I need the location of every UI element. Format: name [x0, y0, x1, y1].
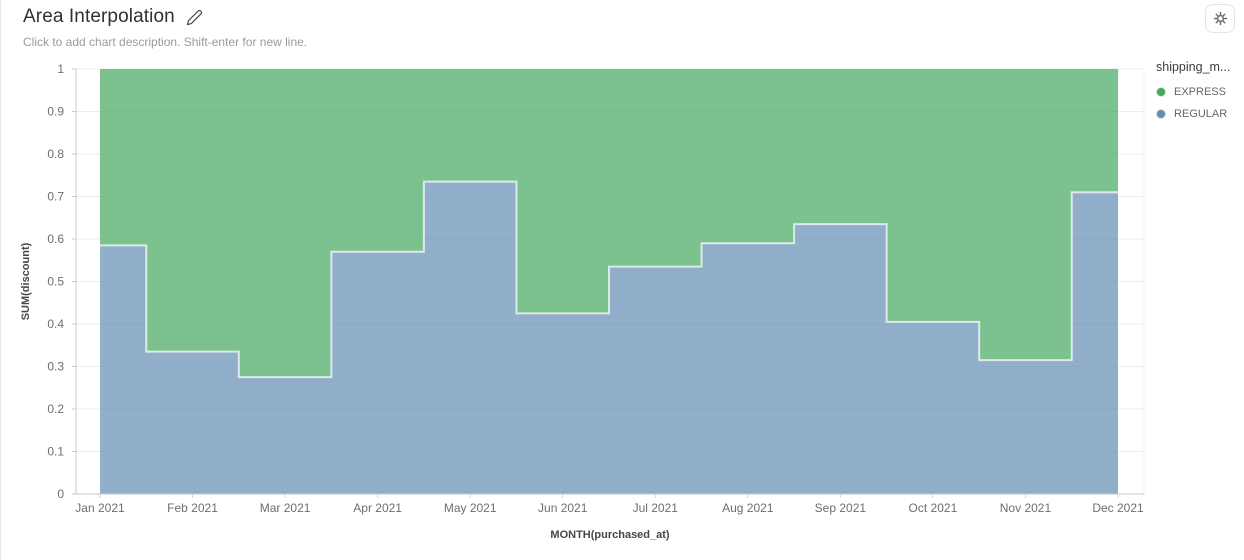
y-axis-tick-label: 0.1 [47, 445, 64, 459]
gear-tooth [1215, 20, 1218, 24]
legend-dot-icon [1156, 87, 1166, 97]
x-axis-tick-label: Jul 2021 [633, 501, 679, 515]
y-axis-tick-label: 0.5 [47, 275, 64, 289]
gear-tooth [1222, 13, 1225, 17]
series-area-regular[interactable] [100, 181, 1118, 494]
chart-description-placeholder[interactable]: Click to add chart description. Shift-en… [23, 35, 308, 49]
x-axis-tick-label: Jun 2021 [538, 501, 588, 515]
y-axis-tick-label: 0.4 [47, 317, 64, 331]
y-axis-title: SUM(discount) [20, 242, 32, 320]
gear-tooth [1215, 13, 1218, 17]
chart-title[interactable]: Area Interpolation [23, 6, 175, 27]
y-axis-tick-label: 0.6 [47, 232, 64, 246]
x-axis-tick-label: Nov 2021 [1000, 501, 1052, 515]
x-axis-tick-label: Sep 2021 [815, 501, 867, 515]
legend-item-label: REGULAR [1174, 108, 1228, 120]
legend-dot-icon [1156, 109, 1166, 119]
y-axis-tick-label: 0.2 [47, 402, 64, 416]
x-axis-tick-label: Aug 2021 [722, 501, 774, 515]
gear-tooth [1222, 20, 1225, 24]
legend-item-label: EXPRESS [1174, 86, 1226, 98]
legend-title: shipping_m... [1156, 60, 1231, 74]
chart-legend: shipping_m... EXPRESS REGULAR [1156, 60, 1244, 125]
x-axis-tick-label: Jan 2021 [75, 501, 125, 515]
series-area-express[interactable] [100, 69, 1118, 378]
y-axis-tick-label: 0 [57, 487, 64, 501]
x-axis-tick-label: Mar 2021 [260, 501, 311, 515]
x-axis-tick-label: Oct 2021 [909, 501, 958, 515]
y-axis-tick-label: 1 [57, 62, 64, 76]
gear-icon [1213, 11, 1227, 26]
x-axis-tick-label: Feb 2021 [167, 501, 218, 515]
y-axis-tick-label: 0.7 [47, 190, 64, 204]
pencil-icon[interactable] [186, 9, 203, 26]
y-axis-tick-label: 0.9 [47, 105, 64, 119]
legend-item-regular[interactable]: REGULAR [1156, 103, 1244, 125]
x-axis-tick-label: Apr 2021 [353, 501, 402, 515]
settings-button[interactable] [1205, 4, 1235, 33]
chart-header: Area Interpolation Click to add chart de… [23, 6, 307, 49]
x-axis-tick-label: Dec 2021 [1092, 501, 1144, 515]
x-axis-title: MONTH(purchased_at) [550, 529, 670, 541]
y-axis-tick-label: 0.8 [47, 147, 64, 161]
y-axis-tick-label: 0.3 [47, 360, 64, 374]
x-axis-tick-label: May 2021 [444, 501, 497, 515]
series-boundary-line [100, 180, 1118, 379]
legend-item-express[interactable]: EXPRESS [1156, 81, 1244, 103]
